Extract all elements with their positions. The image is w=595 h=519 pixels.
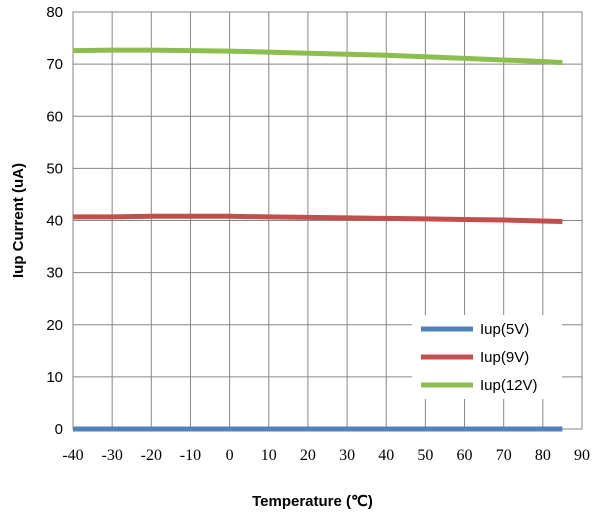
x-tick-label: -40 (62, 447, 83, 464)
x-tick-label: 90 (574, 447, 590, 464)
y-tick-label: 20 (46, 317, 63, 334)
x-tick-label: 20 (300, 447, 316, 464)
y-tick-label: 40 (46, 213, 63, 230)
x-tick-label: 0 (226, 447, 234, 464)
series-line (73, 213, 563, 224)
x-tick-label: 50 (417, 447, 433, 464)
series-line (72, 47, 563, 66)
series-lines (72, 47, 563, 432)
legend-label: Iup(12V) (480, 377, 538, 394)
legend: Iup(5V) Iup(9V) Iup(12V) (412, 315, 562, 399)
x-tick-label: -30 (101, 447, 122, 464)
x-tick-label: 60 (457, 447, 473, 464)
x-tick-label: 70 (496, 447, 512, 464)
y-tick-label: 10 (46, 369, 63, 386)
y-tick-label: 0 (55, 421, 63, 438)
legend-label: Iup(9V) (480, 349, 529, 366)
y-tick-label: 30 (46, 265, 63, 282)
y-axis-ticks: 0 10 20 30 40 50 60 70 80 (46, 4, 63, 438)
x-tick-label: 40 (378, 447, 394, 464)
x-axis-ticks: -40 -30 -20 -10 0 10 20 30 40 50 60 70 80 90 (62, 447, 590, 464)
y-axis-title: Iup Current (uA) (10, 163, 27, 278)
x-tick-label: -20 (141, 447, 162, 464)
x-tick-label: 80 (535, 447, 551, 464)
y-tick-label: 70 (46, 56, 63, 73)
legend-label: Iup(5V) (480, 321, 529, 338)
y-tick-label: 50 (46, 160, 63, 177)
x-axis-title: Temperature (℃) (252, 493, 373, 510)
x-tick-label: 10 (261, 447, 277, 464)
y-tick-label: 60 (46, 108, 63, 125)
x-tick-label: -10 (180, 447, 201, 464)
y-tick-label: 80 (46, 4, 63, 21)
x-tick-label: 30 (339, 447, 355, 464)
